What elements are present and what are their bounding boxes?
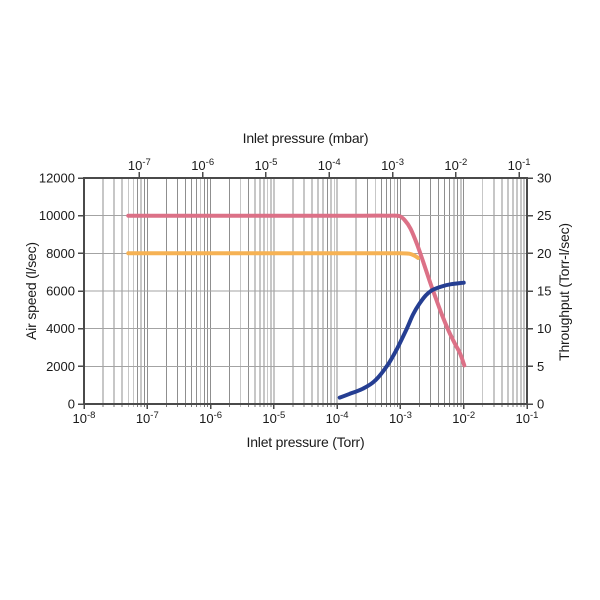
series-throughput-curve — [337, 280, 466, 400]
y-left-tick-label: 6000 — [46, 284, 75, 299]
x-bottom-tick-label: 10-3 — [389, 410, 412, 426]
x-bottom-tick-label: 10-8 — [73, 410, 96, 426]
y-left-tick-label: 8000 — [46, 246, 75, 261]
series-air-speed-lower-curve — [126, 251, 421, 260]
x-bottom-tick-label: 10-4 — [326, 410, 349, 426]
bottom-axis-title: Inlet pressure (Torr) — [246, 434, 365, 450]
tick-labels: 10-7 10-6 10-5 10-4 10-3 10-2 10-1 10-8 10-7 10-6… — [39, 157, 552, 426]
y-right-tick-label: 25 — [537, 208, 551, 223]
x-bottom-tick-label: 10-5 — [262, 410, 285, 426]
y-left-tick-label: 0 — [68, 397, 75, 412]
y-right-tick-label: 20 — [537, 246, 551, 261]
x-top-tick-label: 10-2 — [444, 157, 467, 173]
x-bottom-tick-label: 10-6 — [199, 410, 222, 426]
y-right-tick-label: 15 — [537, 284, 551, 299]
x-top-tick-label: 10-5 — [254, 157, 277, 173]
x-bottom-tick-label: 10-2 — [452, 410, 475, 426]
x-top-tick-label: 10-3 — [381, 157, 404, 173]
left-axis-title: Air speed (l/sec) — [23, 242, 39, 340]
y-right-tick-label: 5 — [537, 359, 544, 374]
x-top-tick-label: 10-1 — [508, 157, 531, 173]
series-air-speed-upper-curve — [126, 213, 467, 368]
y-left-tick-label: 4000 — [46, 321, 75, 336]
y-right-tick-label: 0 — [537, 397, 544, 412]
y-left-tick-label: 12000 — [39, 171, 75, 186]
x-bottom-tick-label: 10-7 — [136, 410, 159, 426]
y-right-tick-label: 10 — [537, 321, 551, 336]
x-top-tick-label: 10-7 — [128, 157, 151, 173]
y-left-tick-label: 10000 — [39, 208, 75, 223]
top-axis-title: Inlet pressure (mbar) — [242, 130, 369, 146]
grid-lines — [84, 178, 527, 404]
x-top-tick-label: 10-4 — [318, 157, 341, 173]
right-axis-title: Throughput (Torr-l/sec) — [556, 223, 572, 361]
y-left-tick-label: 2000 — [46, 359, 75, 374]
plot-frame — [83, 177, 528, 405]
x-top-tick-label: 10-6 — [191, 157, 214, 173]
y-right-tick-label: 30 — [537, 171, 551, 186]
x-bottom-tick-label: 10-1 — [516, 410, 539, 426]
